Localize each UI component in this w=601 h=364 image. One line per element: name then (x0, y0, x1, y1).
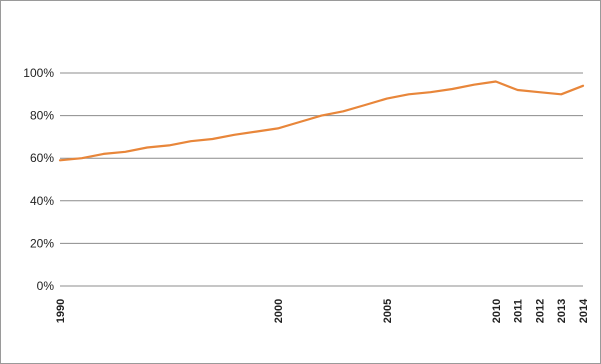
x-tick-label: 2012 (534, 299, 546, 323)
x-tick-label: 2000 (273, 299, 285, 323)
x-tick-label: 2010 (491, 299, 503, 323)
x-tick-label: 2014 (578, 298, 590, 323)
x-tick-label: 2005 (382, 299, 394, 323)
series-line (58, 80, 585, 162)
x-tick-label: 2013 (556, 299, 568, 323)
y-tick-label: 40% (30, 194, 54, 208)
x-tick-label: 2011 (513, 299, 525, 323)
y-tick-label: 0% (37, 279, 55, 293)
y-tick-label: 20% (30, 236, 54, 250)
y-tick-label: 100% (23, 66, 54, 80)
y-tick-label: 60% (30, 151, 54, 165)
y-tick-label: 80% (30, 109, 54, 123)
x-tick-label: 1990 (55, 299, 67, 323)
